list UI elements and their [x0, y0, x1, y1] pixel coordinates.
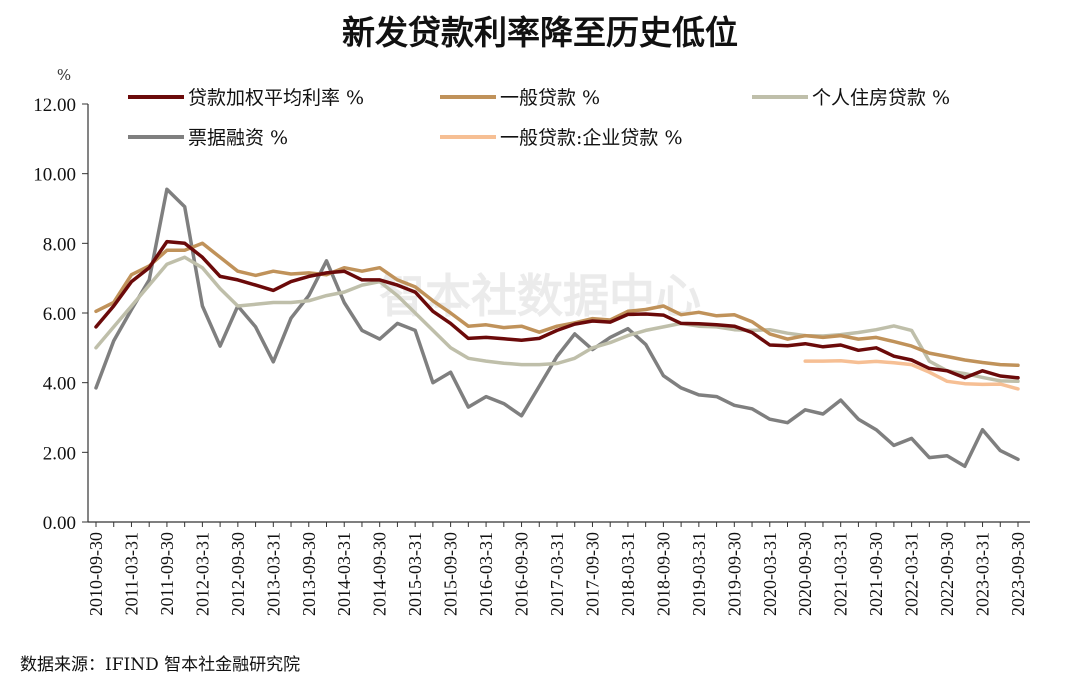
x-tick-label: 2011-09-30: [157, 532, 177, 615]
y-tick-label: 12.00: [33, 95, 76, 116]
x-tick-label: 2018-09-30: [653, 532, 673, 616]
legend-label-0: 贷款加权平均利率 %: [188, 87, 364, 109]
x-tick-label: 2021-03-31: [831, 532, 851, 616]
series-line-2: [94, 255, 1020, 384]
y-tick-label: 0.00: [43, 513, 76, 534]
series-lines: [94, 187, 1020, 469]
y-tick-label: 6.00: [43, 304, 76, 325]
x-tick-label: 2014-09-30: [370, 532, 390, 616]
series-line-0: [94, 239, 1020, 380]
legend-label-3: 票据融资 %: [188, 127, 288, 149]
x-tick-label: 2012-03-31: [192, 532, 212, 616]
x-tick-label: 2022-09-30: [937, 532, 957, 616]
source-note: 数据来源：IFIND 智本社金融研究院: [20, 655, 300, 675]
x-tick-label: 2010-09-30: [86, 532, 106, 616]
x-tick-label: 2014-03-31: [334, 532, 354, 616]
x-tick-label: 2017-03-31: [547, 532, 567, 616]
series-line-1: [94, 241, 1020, 368]
x-tick-label: 2016-03-31: [476, 532, 496, 616]
x-tick-label: 2015-09-30: [441, 532, 461, 616]
y-tick-label: 10.00: [33, 165, 76, 186]
x-tick-label: 2020-09-30: [795, 532, 815, 616]
y-tick-label: 8.00: [43, 234, 76, 255]
x-tick-label: 2023-03-31: [973, 532, 993, 616]
series-line-4: [803, 358, 1020, 391]
legend-label-4: 一般贷款:企业贷款 %: [500, 127, 683, 149]
x-tick-label: 2019-03-31: [689, 532, 709, 616]
x-tick-label: 2016-09-30: [512, 532, 532, 616]
x-tick-label: 2018-03-31: [618, 532, 638, 616]
x-tick-label: 2020-03-31: [760, 532, 780, 616]
x-tick-label: 2019-09-30: [724, 532, 744, 616]
legend-label-2: 个人住房贷款 %: [812, 87, 950, 109]
legend-label-1: 一般贷款 %: [500, 87, 600, 109]
series-line-3: [94, 187, 1020, 469]
x-tick-label: 2022-03-31: [902, 532, 922, 616]
x-tick-label: 2017-09-30: [582, 532, 602, 616]
x-tick-label: 2011-03-31: [121, 532, 141, 615]
x-tick-label: 2023-09-30: [1008, 532, 1028, 616]
x-tick-label: 2013-09-30: [299, 532, 319, 616]
x-tick-label: 2015-03-31: [405, 532, 425, 616]
x-tick-label: 2013-03-31: [263, 532, 283, 616]
legend: 贷款加权平均利率 % 一般贷款 % 个人住房贷款 % 票据融资 % 一般贷款:企业贷款 …: [128, 87, 950, 149]
y-tick-label: 4.00: [43, 374, 76, 395]
chart-title: 新发贷款利率降至历史低位: [342, 13, 738, 52]
y-tick-label: 2.00: [43, 443, 76, 464]
x-tick-label: 2012-09-30: [228, 532, 248, 616]
x-tick-label: 2021-09-30: [866, 532, 886, 616]
y-axis-unit: %: [57, 66, 71, 84]
axes: 0.00 2.00 4.00 6.00 8.00 10.00 12.00 2010-09-30…: [33, 95, 1030, 616]
